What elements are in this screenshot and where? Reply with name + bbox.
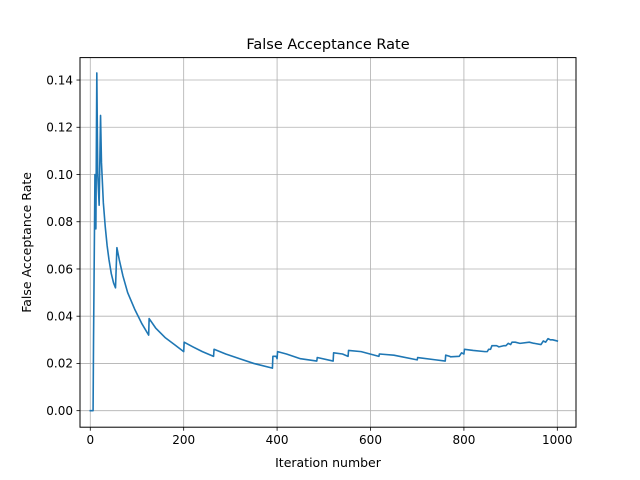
y-tick-label: 0.12 [46,121,73,135]
x-tick-label: 600 [359,433,382,447]
grid-lines [80,57,576,428]
plot-area [89,72,559,412]
y-tick-label: 0.00 [46,404,73,418]
y-tick-label: 0.06 [46,262,73,276]
x-tick-label: 1000 [542,433,573,447]
x-tick-label: 200 [172,433,195,447]
chart-title: False Acceptance Rate [246,37,409,53]
x-tick-label: 0 [86,433,94,447]
x-tick-label: 400 [266,433,289,447]
x-tick-label: 800 [452,433,475,447]
y-tick-label: 0.02 [46,357,73,371]
x-axis-label: Iteration number [275,455,382,470]
y-tick-label: 0.14 [46,73,73,87]
ticks: 0 200 400 600 800 1000 0.00 0.02 0.04 0.06 0.08 0.1… [46,73,572,447]
y-tick-label: 0.10 [46,168,73,182]
y-axis-label: False Acceptance Rate [19,172,34,313]
y-tick-label: 0.08 [46,215,73,229]
y-tick-label: 0.04 [46,310,73,324]
series-line [89,72,559,412]
axes-frame [79,57,577,428]
